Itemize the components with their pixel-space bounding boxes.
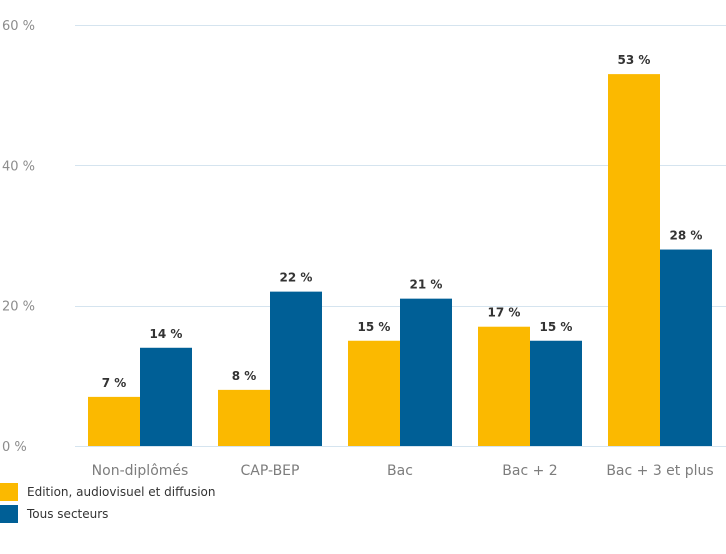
category-label-2: Bac <box>387 463 413 479</box>
data-label-tous-secteurs-0: 14 % <box>150 327 183 341</box>
bar-edition-1[interactable] <box>218 389 270 446</box>
data-label-tous-secteurs-1: 22 % <box>280 271 313 285</box>
legend-item-edition[interactable]: Edition, audiovisuel et diffusion <box>0 481 215 503</box>
data-label-edition-2: 15 % <box>358 320 391 334</box>
data-label-tous-secteurs-3: 15 % <box>540 320 573 334</box>
category-label-4: Bac + 3 et plus <box>606 463 713 479</box>
y-tick-label-20: 20 % <box>2 300 35 315</box>
bar-edition-0[interactable] <box>88 396 140 446</box>
data-label-edition-3: 17 % <box>488 306 521 320</box>
bar-tous-secteurs-2[interactable] <box>400 298 452 446</box>
legend-label-tous-secteurs: Tous secteurs <box>27 507 109 521</box>
bar-chart: 0 % 20 % 40 % 60 % 7 % 14 % 8 % 22 % 15 % 21 % 17… <box>2 19 726 479</box>
bar-edition-3[interactable] <box>478 326 530 446</box>
bar-tous-secteurs-4[interactable] <box>660 249 712 446</box>
y-tick-label-0: 0 % <box>2 440 27 455</box>
legend-swatch-edition <box>0 483 18 501</box>
data-label-edition-0: 7 % <box>102 376 127 390</box>
bar-edition-4[interactable] <box>608 74 660 446</box>
legend-label-edition: Edition, audiovisuel et diffusion <box>27 485 216 499</box>
data-label-tous-secteurs-4: 28 % <box>670 229 703 243</box>
y-tick-label-60: 60 % <box>2 19 35 34</box>
bar-tous-secteurs-1[interactable] <box>270 291 322 446</box>
legend-item-tous-secteurs[interactable]: Tous secteurs <box>0 503 215 525</box>
bar-tous-secteurs-3[interactable] <box>530 340 582 446</box>
category-label-3: Bac + 2 <box>502 463 557 479</box>
y-tick-label-40: 40 % <box>2 159 35 174</box>
category-label-0: Non-diplômés <box>92 463 189 479</box>
data-label-tous-secteurs-2: 21 % <box>410 278 443 292</box>
data-label-edition-4: 53 % <box>618 53 651 67</box>
chart-legend: Edition, audiovisuel et diffusion Tous s… <box>0 481 215 525</box>
category-label-1: CAP-BEP <box>241 463 300 479</box>
legend-swatch-tous-secteurs <box>0 505 18 523</box>
bar-edition-2[interactable] <box>348 340 400 446</box>
bar-tous-secteurs-0[interactable] <box>140 347 192 446</box>
data-label-edition-1: 8 % <box>232 369 257 383</box>
